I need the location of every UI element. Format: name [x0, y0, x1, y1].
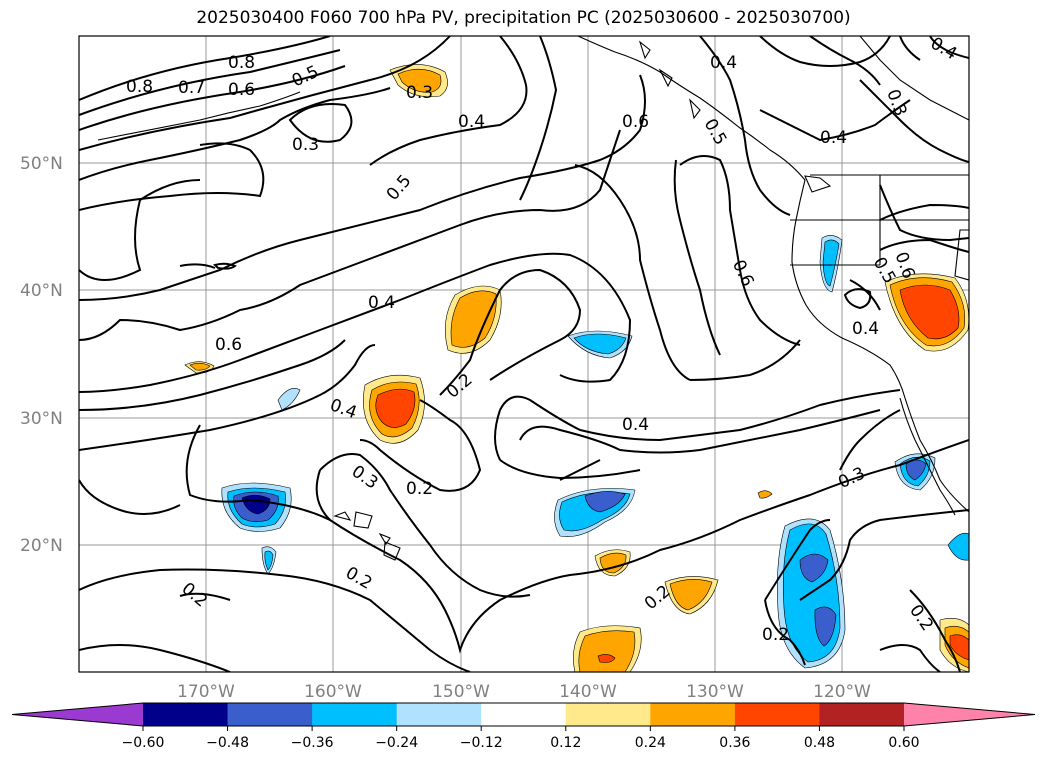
colorbar-tick-label: 0.24 — [635, 735, 666, 751]
contour-label: 0.3 — [406, 83, 433, 103]
map-frame — [78, 35, 970, 673]
lat-label: 40°N — [20, 281, 63, 301]
colorbar-extend-low — [12, 703, 143, 726]
precip-positive — [184, 64, 969, 672]
map-area: 0.8 0.7 0.6 0.5 0.8 0.3 0.3 0.4 0.6 0.4 … — [79, 36, 969, 672]
contour-label: 0.7 — [178, 78, 205, 98]
coastlines — [97, 36, 969, 561]
lon-label: 130°W — [686, 682, 744, 702]
colorbar-tick-label: −0.36 — [291, 735, 334, 751]
colorbar-segment — [143, 703, 229, 726]
contour-label: 0.6 — [228, 80, 255, 100]
lat-label: 20°N — [20, 536, 63, 556]
colorbar-tick-label: −0.24 — [375, 735, 418, 751]
contour-label: 0.2 — [406, 479, 433, 499]
lat-label: 30°N — [20, 409, 63, 429]
longitude-labels: 170°W 160°W 150°W 140°W 130°W 120°W — [177, 682, 871, 702]
colorbar-segment — [227, 703, 313, 726]
colorbar-tick-label: −0.12 — [460, 735, 503, 751]
lon-label: 170°W — [177, 682, 235, 702]
colorbar-segment — [650, 703, 736, 726]
lon-label: 150°W — [432, 682, 490, 702]
colorbar-tick-label: −0.48 — [206, 735, 249, 751]
colorbar-tick-label: 0.12 — [550, 735, 581, 751]
contour-label: 0.8 — [228, 53, 255, 73]
colorbar-tick-label: 0.36 — [719, 735, 750, 751]
colorbar: −0.60 −0.48 −0.36 −0.24 −0.12 0.12 0.24 0.36 0.4… — [11, 702, 1036, 751]
contour-label: 0.2 — [762, 625, 789, 645]
lon-label: 160°W — [304, 682, 362, 702]
contour-label: 0.4 — [458, 112, 485, 132]
contour-label: 0.4 — [368, 293, 395, 313]
contour-label: 0.8 — [126, 77, 153, 97]
lon-label: 120°W — [813, 682, 871, 702]
lat-label: 50°N — [20, 154, 63, 174]
colorbar-tick-label: −0.60 — [122, 735, 165, 751]
contour-label: 0.6 — [215, 335, 242, 355]
colorbar-tick-label: 0.60 — [888, 735, 919, 751]
colorbar-segment — [819, 703, 905, 726]
lon-label: 140°W — [559, 682, 617, 702]
pv-contours — [79, 36, 969, 672]
colorbar-segment — [565, 703, 651, 726]
contour-label: 0.3 — [292, 135, 319, 155]
colorbar-segment — [481, 703, 567, 726]
map-title: 2025030400 F060 700 hPa PV, precipitatio… — [196, 8, 851, 28]
contour-label: 0.4 — [820, 128, 847, 148]
latitude-labels: 50°N 40°N 30°N 20°N — [20, 154, 63, 556]
contour-label: 0.4 — [622, 415, 649, 435]
colorbar-tick-label: 0.48 — [804, 735, 835, 751]
contour-label: 0.6 — [622, 112, 649, 132]
contour-label: 0.4 — [852, 319, 879, 339]
colorbar-segment — [734, 703, 820, 726]
colorbar-segment — [312, 703, 398, 726]
contour-label: 0.4 — [710, 53, 737, 73]
colorbar-extend-high — [904, 703, 1035, 726]
colorbar-segment — [396, 703, 482, 726]
